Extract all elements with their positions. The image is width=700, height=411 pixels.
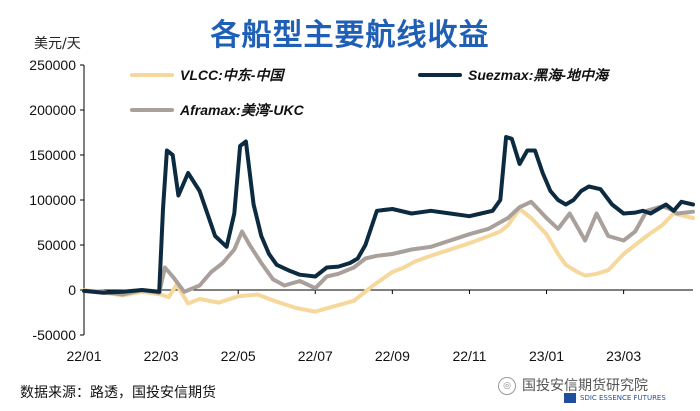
series-line (82, 207, 695, 314)
y-axis-unit: 美元/天 (34, 36, 81, 52)
y-tick-label: -50000 (32, 327, 76, 343)
x-tick-label: 22/05 (221, 348, 256, 364)
y-tick-label: 0 (68, 282, 76, 298)
chart-legend: VLCC:中东-中国 Suezmax:黑海-地中海 Aframax:美湾-UKC (130, 67, 611, 118)
x-tick-label: 22/11 (452, 348, 486, 364)
y-tick-label: 150000 (29, 147, 76, 163)
legend-label: Aframax:美湾-UKC (179, 102, 305, 118)
watermark-text: 国投安信期货研究院 (522, 378, 648, 394)
sdic-logo-icon (564, 393, 576, 403)
legend-label: Suezmax:黑海-地中海 (468, 67, 611, 83)
y-tick-label: 100000 (29, 192, 76, 208)
watermark-subtitle: SDIC ESSENCE FUTURES (580, 394, 666, 402)
legend-label: VLCC:中东-中国 (180, 67, 285, 83)
y-tick-label: 200000 (29, 102, 76, 118)
x-tick-label: 23/03 (606, 348, 641, 364)
data-source-note: 数据来源：路透，国投安信期货 (20, 385, 216, 401)
x-tick-label: 22/01 (66, 348, 101, 364)
x-tick-label: 23/01 (529, 348, 564, 364)
y-tick-label: 50000 (37, 237, 76, 253)
chart-series (82, 135, 695, 314)
watermark: ◎ 国投安信期货研究院 SDIC ESSENCE FUTURES (498, 375, 696, 405)
chart-axes: -50000 0 50000 100000 150000 200000 250000 22/0… (29, 57, 693, 364)
series-line (82, 199, 695, 297)
wechat-icon: ◎ (498, 377, 516, 395)
series-line (82, 135, 695, 295)
x-tick-label: 22/03 (144, 348, 179, 364)
x-tick-label: 22/07 (298, 348, 333, 364)
x-tick-label: 22/09 (375, 348, 410, 364)
y-tick-label: 250000 (29, 57, 76, 73)
chart-title: 各船型主要航线收益 (210, 18, 490, 53)
